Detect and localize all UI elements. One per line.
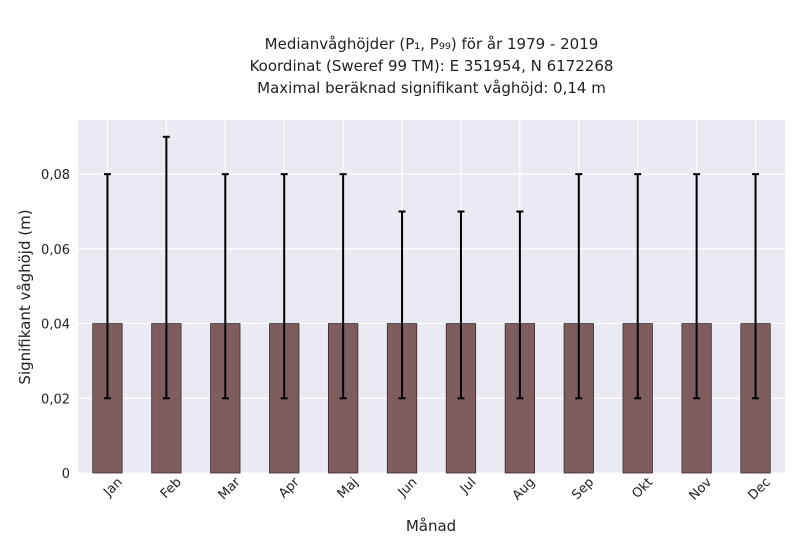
chart-title-line-2: Koordinat (Sweref 99 TM): E 351954, N 61…	[249, 57, 614, 75]
y-tick-label: 0,04	[41, 318, 70, 333]
x-tick-label: Mar	[216, 475, 244, 503]
y-tick-label: 0,06	[41, 243, 70, 258]
chart-title-line-1: Medianvåghöjder (P₁, P₉₉) för år 1979 - …	[264, 35, 599, 53]
chart-title-line-3: Maximal beräknad signifikant våghöjd: 0,…	[257, 79, 606, 97]
x-tick-label: Nov	[686, 475, 715, 504]
chart-title: Medianvåghöjder (P₁, P₉₉) för år 1979 - …	[0, 33, 800, 99]
y-axis-ticks: 0 0,02 0,04 0,06 0,08	[41, 168, 70, 482]
x-tick-label: Jul	[457, 475, 479, 497]
y-tick-label: 0,02	[41, 392, 70, 407]
x-tick-label: Maj	[335, 475, 362, 502]
y-axis-label: Signifikant våghöjd (m)	[16, 209, 34, 384]
plot-area	[78, 120, 785, 473]
x-axis-ticks: Jan Feb Mar Apr Maj Jun Jul Aug Sep Okt Nov Dec	[100, 475, 774, 504]
y-tick-label: 0,08	[41, 168, 70, 183]
x-tick-label: Sep	[569, 475, 597, 503]
x-tick-label: Feb	[158, 475, 185, 502]
x-tick-label: Okt	[629, 475, 656, 502]
x-tick-label: Jun	[395, 475, 421, 501]
x-tick-label: Jan	[100, 475, 125, 500]
x-tick-label: Aug	[510, 475, 539, 504]
x-tick-label: Dec	[746, 475, 774, 503]
error-bars	[103, 135, 760, 400]
x-axis-label: Månad	[406, 517, 456, 535]
y-tick-label: 0	[62, 467, 70, 482]
x-tick-label: Apr	[276, 475, 303, 502]
